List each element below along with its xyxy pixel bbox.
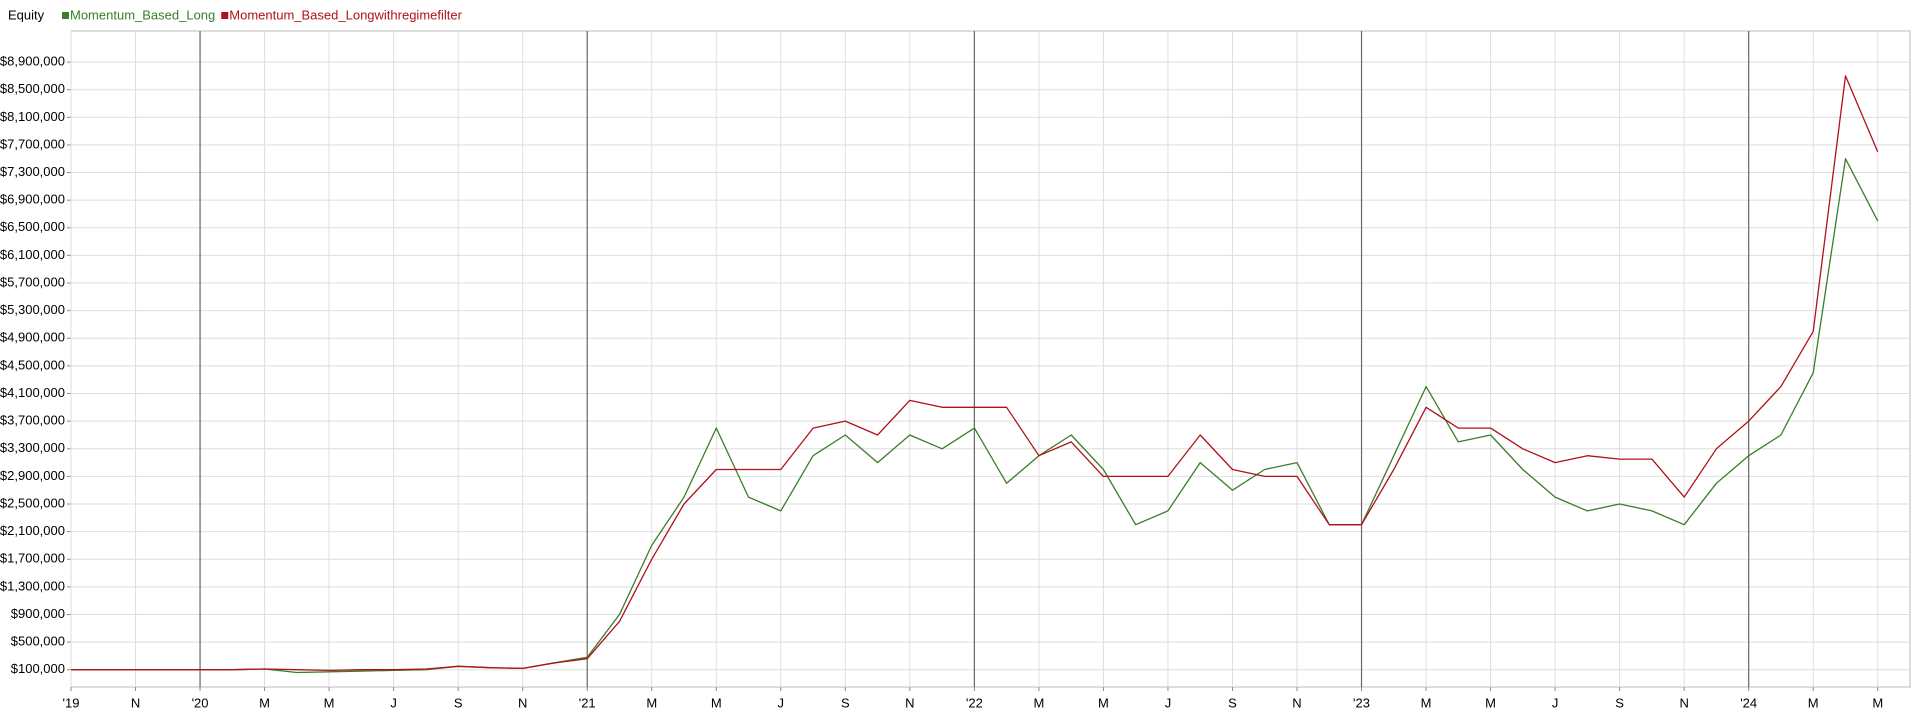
- y-tick-label: $900,000: [11, 606, 65, 621]
- x-tick-label: S: [1615, 695, 1624, 710]
- y-tick-label: $100,000: [11, 661, 65, 676]
- x-tick-label: M: [324, 695, 335, 710]
- x-tick-label: M: [711, 695, 722, 710]
- x-tick-label: J: [778, 695, 785, 710]
- x-tick-label: S: [841, 695, 850, 710]
- y-tick-label: $7,700,000: [0, 136, 65, 151]
- x-tick-label: '24: [1740, 695, 1757, 710]
- y-tick-label: $6,900,000: [0, 192, 65, 207]
- x-tick-label: M: [1485, 695, 1496, 710]
- x-tick-label: '21: [579, 695, 596, 710]
- x-tick-label: M: [646, 695, 657, 710]
- y-tick-label: $5,300,000: [0, 302, 65, 317]
- y-tick-label: $7,300,000: [0, 164, 65, 179]
- y-tick-label: $1,700,000: [0, 551, 65, 566]
- x-tick-label: '22: [966, 695, 983, 710]
- y-tick-label: $1,300,000: [0, 578, 65, 593]
- y-tick-label: $3,300,000: [0, 440, 65, 455]
- chart-title: Equity: [8, 7, 45, 22]
- x-tick-label: J: [1552, 695, 1559, 710]
- x-tick-label: N: [1679, 695, 1688, 710]
- y-tick-label: $4,100,000: [0, 385, 65, 400]
- x-tick-label: M: [1033, 695, 1044, 710]
- series-line: [71, 75, 1879, 672]
- x-tick-label: M: [1872, 695, 1883, 710]
- x-tick-label: M: [259, 695, 270, 710]
- x-tick-label: J: [1165, 695, 1172, 710]
- x-tick-label: N: [518, 695, 527, 710]
- y-tick-label: $5,700,000: [0, 274, 65, 289]
- x-tick-label: '23: [1353, 695, 1370, 710]
- y-tick-label: $8,100,000: [0, 109, 65, 124]
- y-tick-label: $2,900,000: [0, 468, 65, 483]
- x-tick-label: N: [905, 695, 914, 710]
- x-tick-label: S: [1228, 695, 1237, 710]
- x-tick-label: M: [1808, 695, 1819, 710]
- y-tick-label: $8,900,000: [0, 54, 65, 69]
- y-tick-label: $2,500,000: [0, 495, 65, 510]
- y-tick-label: $4,900,000: [0, 330, 65, 345]
- x-tick-label: N: [1292, 695, 1301, 710]
- x-tick-label: N: [131, 695, 140, 710]
- plot-area: [70, 30, 1911, 688]
- x-tick-label: '19: [63, 695, 80, 710]
- y-tick-label: $6,100,000: [0, 247, 65, 262]
- x-tick-label: S: [454, 695, 463, 710]
- x-tick-label: M: [1421, 695, 1432, 710]
- y-tick-label: $6,500,000: [0, 219, 65, 234]
- y-tick-label: $2,100,000: [0, 523, 65, 538]
- legend-swatch: [62, 12, 69, 19]
- y-tick-label: $4,500,000: [0, 357, 65, 372]
- x-tick-label: J: [390, 695, 397, 710]
- y-tick-label: $500,000: [11, 634, 65, 649]
- legend-label: Momentum_Based_Longwithregimefilter: [229, 7, 462, 22]
- x-tick-label: M: [1098, 695, 1109, 710]
- legend-label: Momentum_Based_Long: [70, 7, 215, 22]
- y-tick-label: $8,500,000: [0, 81, 65, 96]
- x-tick-label: '20: [192, 695, 209, 710]
- series-line: [71, 158, 1879, 674]
- y-tick-label: $3,700,000: [0, 413, 65, 428]
- legend-swatch: [221, 12, 229, 19]
